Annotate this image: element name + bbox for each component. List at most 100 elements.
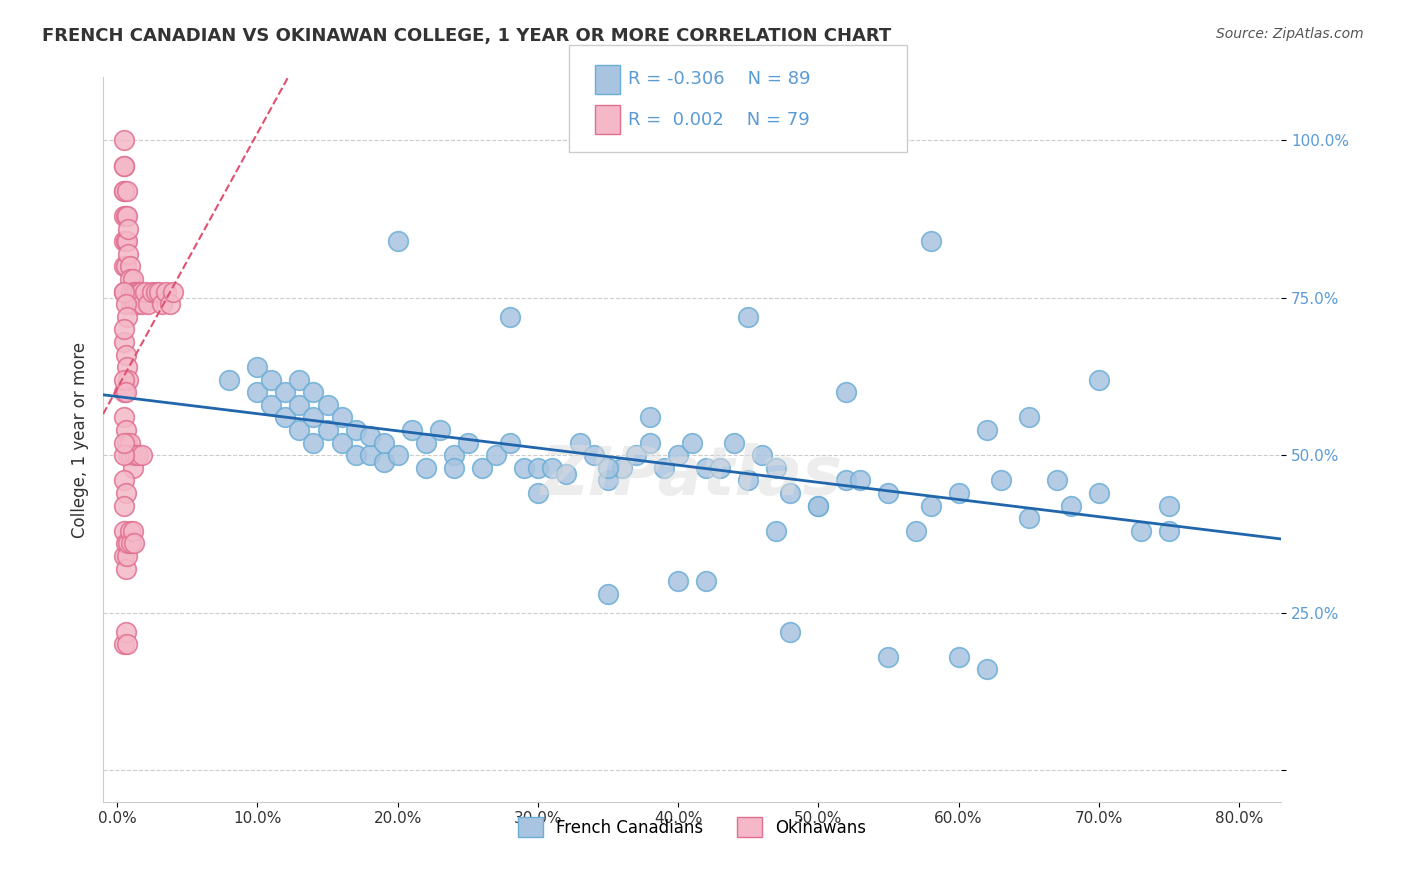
Point <box>112 285 135 299</box>
Point <box>246 385 269 400</box>
Point <box>115 360 138 375</box>
Point <box>159 297 181 311</box>
Text: ZIPatlas: ZIPatlas <box>541 442 844 508</box>
Point <box>807 499 830 513</box>
Point <box>121 272 143 286</box>
Point <box>807 499 830 513</box>
Point <box>596 460 619 475</box>
Point <box>112 410 135 425</box>
Y-axis label: College, 1 year or more: College, 1 year or more <box>72 342 89 538</box>
Point <box>112 159 135 173</box>
Point <box>288 373 311 387</box>
Point <box>373 454 395 468</box>
Point <box>765 524 787 538</box>
Point <box>568 435 591 450</box>
Point <box>112 184 135 198</box>
Point <box>128 285 150 299</box>
Point <box>302 410 325 425</box>
Point <box>122 297 145 311</box>
Point <box>723 435 745 450</box>
Point <box>117 246 139 260</box>
Legend: French Canadians, Okinawans: French Canadians, Okinawans <box>512 810 873 844</box>
Point <box>127 448 149 462</box>
Point <box>120 297 142 311</box>
Point <box>124 297 146 311</box>
Text: FRENCH CANADIAN VS OKINAWAN COLLEGE, 1 YEAR OR MORE CORRELATION CHART: FRENCH CANADIAN VS OKINAWAN COLLEGE, 1 Y… <box>42 27 891 45</box>
Point <box>114 234 136 248</box>
Point <box>117 536 139 550</box>
Point <box>112 385 135 400</box>
Point <box>415 460 437 475</box>
Point <box>652 460 675 475</box>
Point <box>681 435 703 450</box>
Point <box>443 460 465 475</box>
Point <box>114 486 136 500</box>
Point <box>638 435 661 450</box>
Point <box>527 486 550 500</box>
Point <box>302 435 325 450</box>
Point <box>610 460 633 475</box>
Point <box>387 448 409 462</box>
Point <box>121 524 143 538</box>
Point <box>150 297 173 311</box>
Point <box>260 398 283 412</box>
Point <box>112 322 135 336</box>
Point <box>121 460 143 475</box>
Point <box>596 474 619 488</box>
Point <box>1046 474 1069 488</box>
Point <box>115 637 138 651</box>
Point <box>624 448 647 462</box>
Point <box>695 460 717 475</box>
Point <box>117 448 139 462</box>
Point <box>112 234 135 248</box>
Point <box>120 536 142 550</box>
Point <box>260 373 283 387</box>
Point <box>737 474 759 488</box>
Point <box>148 285 170 299</box>
Point <box>112 499 135 513</box>
Point <box>316 398 339 412</box>
Point <box>344 423 367 437</box>
Point <box>127 297 149 311</box>
Point <box>117 373 139 387</box>
Point <box>765 460 787 475</box>
Point <box>112 159 135 173</box>
Point <box>457 435 479 450</box>
Point <box>288 398 311 412</box>
Point <box>471 460 494 475</box>
Point <box>976 662 998 676</box>
Point <box>124 448 146 462</box>
Point <box>737 310 759 324</box>
Point <box>122 536 145 550</box>
Point <box>114 297 136 311</box>
Point <box>246 360 269 375</box>
Point <box>401 423 423 437</box>
Point <box>485 448 508 462</box>
Point <box>582 448 605 462</box>
Point <box>513 460 536 475</box>
Point <box>302 385 325 400</box>
Point <box>709 460 731 475</box>
Point <box>114 624 136 639</box>
Point <box>115 310 138 324</box>
Point <box>527 460 550 475</box>
Point <box>1018 410 1040 425</box>
Point <box>330 435 353 450</box>
Point <box>112 260 135 274</box>
Point <box>112 549 135 563</box>
Point <box>499 435 522 450</box>
Point <box>359 448 381 462</box>
Point <box>877 649 900 664</box>
Point <box>115 435 138 450</box>
Text: R =  0.002    N = 79: R = 0.002 N = 79 <box>628 111 810 128</box>
Point <box>112 285 135 299</box>
Point <box>115 234 138 248</box>
Point <box>131 297 153 311</box>
Point <box>274 410 297 425</box>
Point <box>905 524 928 538</box>
Point <box>666 574 689 589</box>
Point <box>373 435 395 450</box>
Point <box>835 474 858 488</box>
Point <box>751 448 773 462</box>
Point <box>114 385 136 400</box>
